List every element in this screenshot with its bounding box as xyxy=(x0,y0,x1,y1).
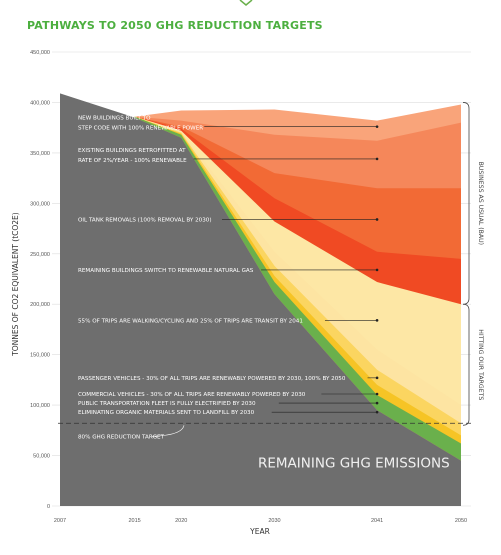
annotation-label: ELIMINATING ORGANIC MATERIALS SENT TO LA… xyxy=(78,410,255,416)
annotation-dot xyxy=(375,218,379,221)
annotation-label: 55% OF TRIPS ARE WALKING/CYCLING AND 25%… xyxy=(78,318,303,324)
y-tick-label: 350,000 xyxy=(30,151,50,157)
bracket-label: HITTING OUR TARGETS xyxy=(477,329,484,400)
annotation-label: NEW BUILDINGS BUILT TO xyxy=(78,116,151,122)
annotation-label: PUBLIC TRANSPORTATION FLEET IS FULLY ELE… xyxy=(78,401,256,407)
y-tick-label: 150,000 xyxy=(30,353,50,359)
target-label: 80% GHG REDUCTION TARGET xyxy=(78,434,165,440)
y-axis-ticks: 0 50,000 100,000 150,000 200,000 250,000 300,0… xyxy=(30,50,50,510)
annotation-dot xyxy=(375,392,379,396)
y-tick-label: 200,000 xyxy=(30,302,50,308)
y-tick-label: 250,000 xyxy=(30,252,50,258)
annotation-label: REMAINING BUILDINGS SWITCH TO RENEWABLE … xyxy=(78,268,254,274)
y-tick-label: 50,000 xyxy=(33,454,50,460)
x-tick-label: 2041 xyxy=(371,518,383,524)
annotation-label: RATE OF 2%/YEAR - 100% RENEWABLE xyxy=(78,158,187,164)
annotations: NEW BUILDINGS BUILT TO STEP CODE WITH 100… xyxy=(78,116,379,416)
annotation-label: EXISTING BUILDINGS RETROFITTED AT xyxy=(78,148,186,154)
annotation-dot xyxy=(375,268,379,272)
annotation-dot xyxy=(375,410,379,414)
x-tick-label: 2050 xyxy=(455,518,467,524)
bracket-label: BUSINESS AS USUAL (BAU) xyxy=(477,162,484,245)
annotation-label: PASSENGER VEHICLES - 30% OF ALL TRIPS AR… xyxy=(78,376,346,382)
annotation-dot xyxy=(375,376,379,380)
target-connector xyxy=(151,425,185,437)
x-tick-label: 2007 xyxy=(54,518,66,524)
y-axis-label: TONNES OF CO2 EQUIVALENT (tCO2E) xyxy=(11,212,20,357)
chevron-down-icon xyxy=(239,0,253,6)
x-tick-label: 2015 xyxy=(128,518,140,524)
x-axis-ticks: 2007 2015 2020 2030 2041 2050 xyxy=(54,518,467,524)
x-axis-label: YEAR xyxy=(249,527,270,536)
x-tick-label: 2020 xyxy=(175,518,187,524)
annotation-dot xyxy=(375,125,379,128)
y-tick-label: 100,000 xyxy=(30,403,50,409)
stacked-areas xyxy=(60,93,461,506)
y-tick-label: 0 xyxy=(47,504,50,510)
x-tick-label: 2030 xyxy=(268,518,280,524)
annotation-label: COMMERCIAL VEHICLES - 30% OF ALL TRIPS A… xyxy=(78,392,306,398)
y-tick-label: 300,000 xyxy=(30,201,50,207)
reduction-target-line: 80% GHG REDUCTION TARGET xyxy=(58,422,473,440)
remaining-emissions-label: REMAINING GHG EMISSIONS xyxy=(258,456,450,472)
series-area xyxy=(134,116,461,461)
chart-title: PATHWAYS TO 2050 GHG REDUCTION TARGETS xyxy=(27,19,323,32)
annotation-label: OIL TANK REMOVALS (100% REMOVAL BY 2030) xyxy=(78,217,212,223)
y-tick-label: 400,000 xyxy=(30,100,50,106)
annotation-dot xyxy=(375,157,379,161)
annotation-dot xyxy=(375,319,379,322)
series-area xyxy=(134,116,461,461)
bracket xyxy=(462,102,470,305)
bracket xyxy=(462,303,470,426)
annotation-dot xyxy=(375,401,379,405)
bracket-labels: BUSINESS AS USUAL (BAU) HITTING OUR TARGE… xyxy=(462,102,484,426)
y-tick-label: 450,000 xyxy=(30,50,50,56)
annotation-label: STEP CODE WITH 100% RENEWABLE POWER xyxy=(78,126,203,132)
